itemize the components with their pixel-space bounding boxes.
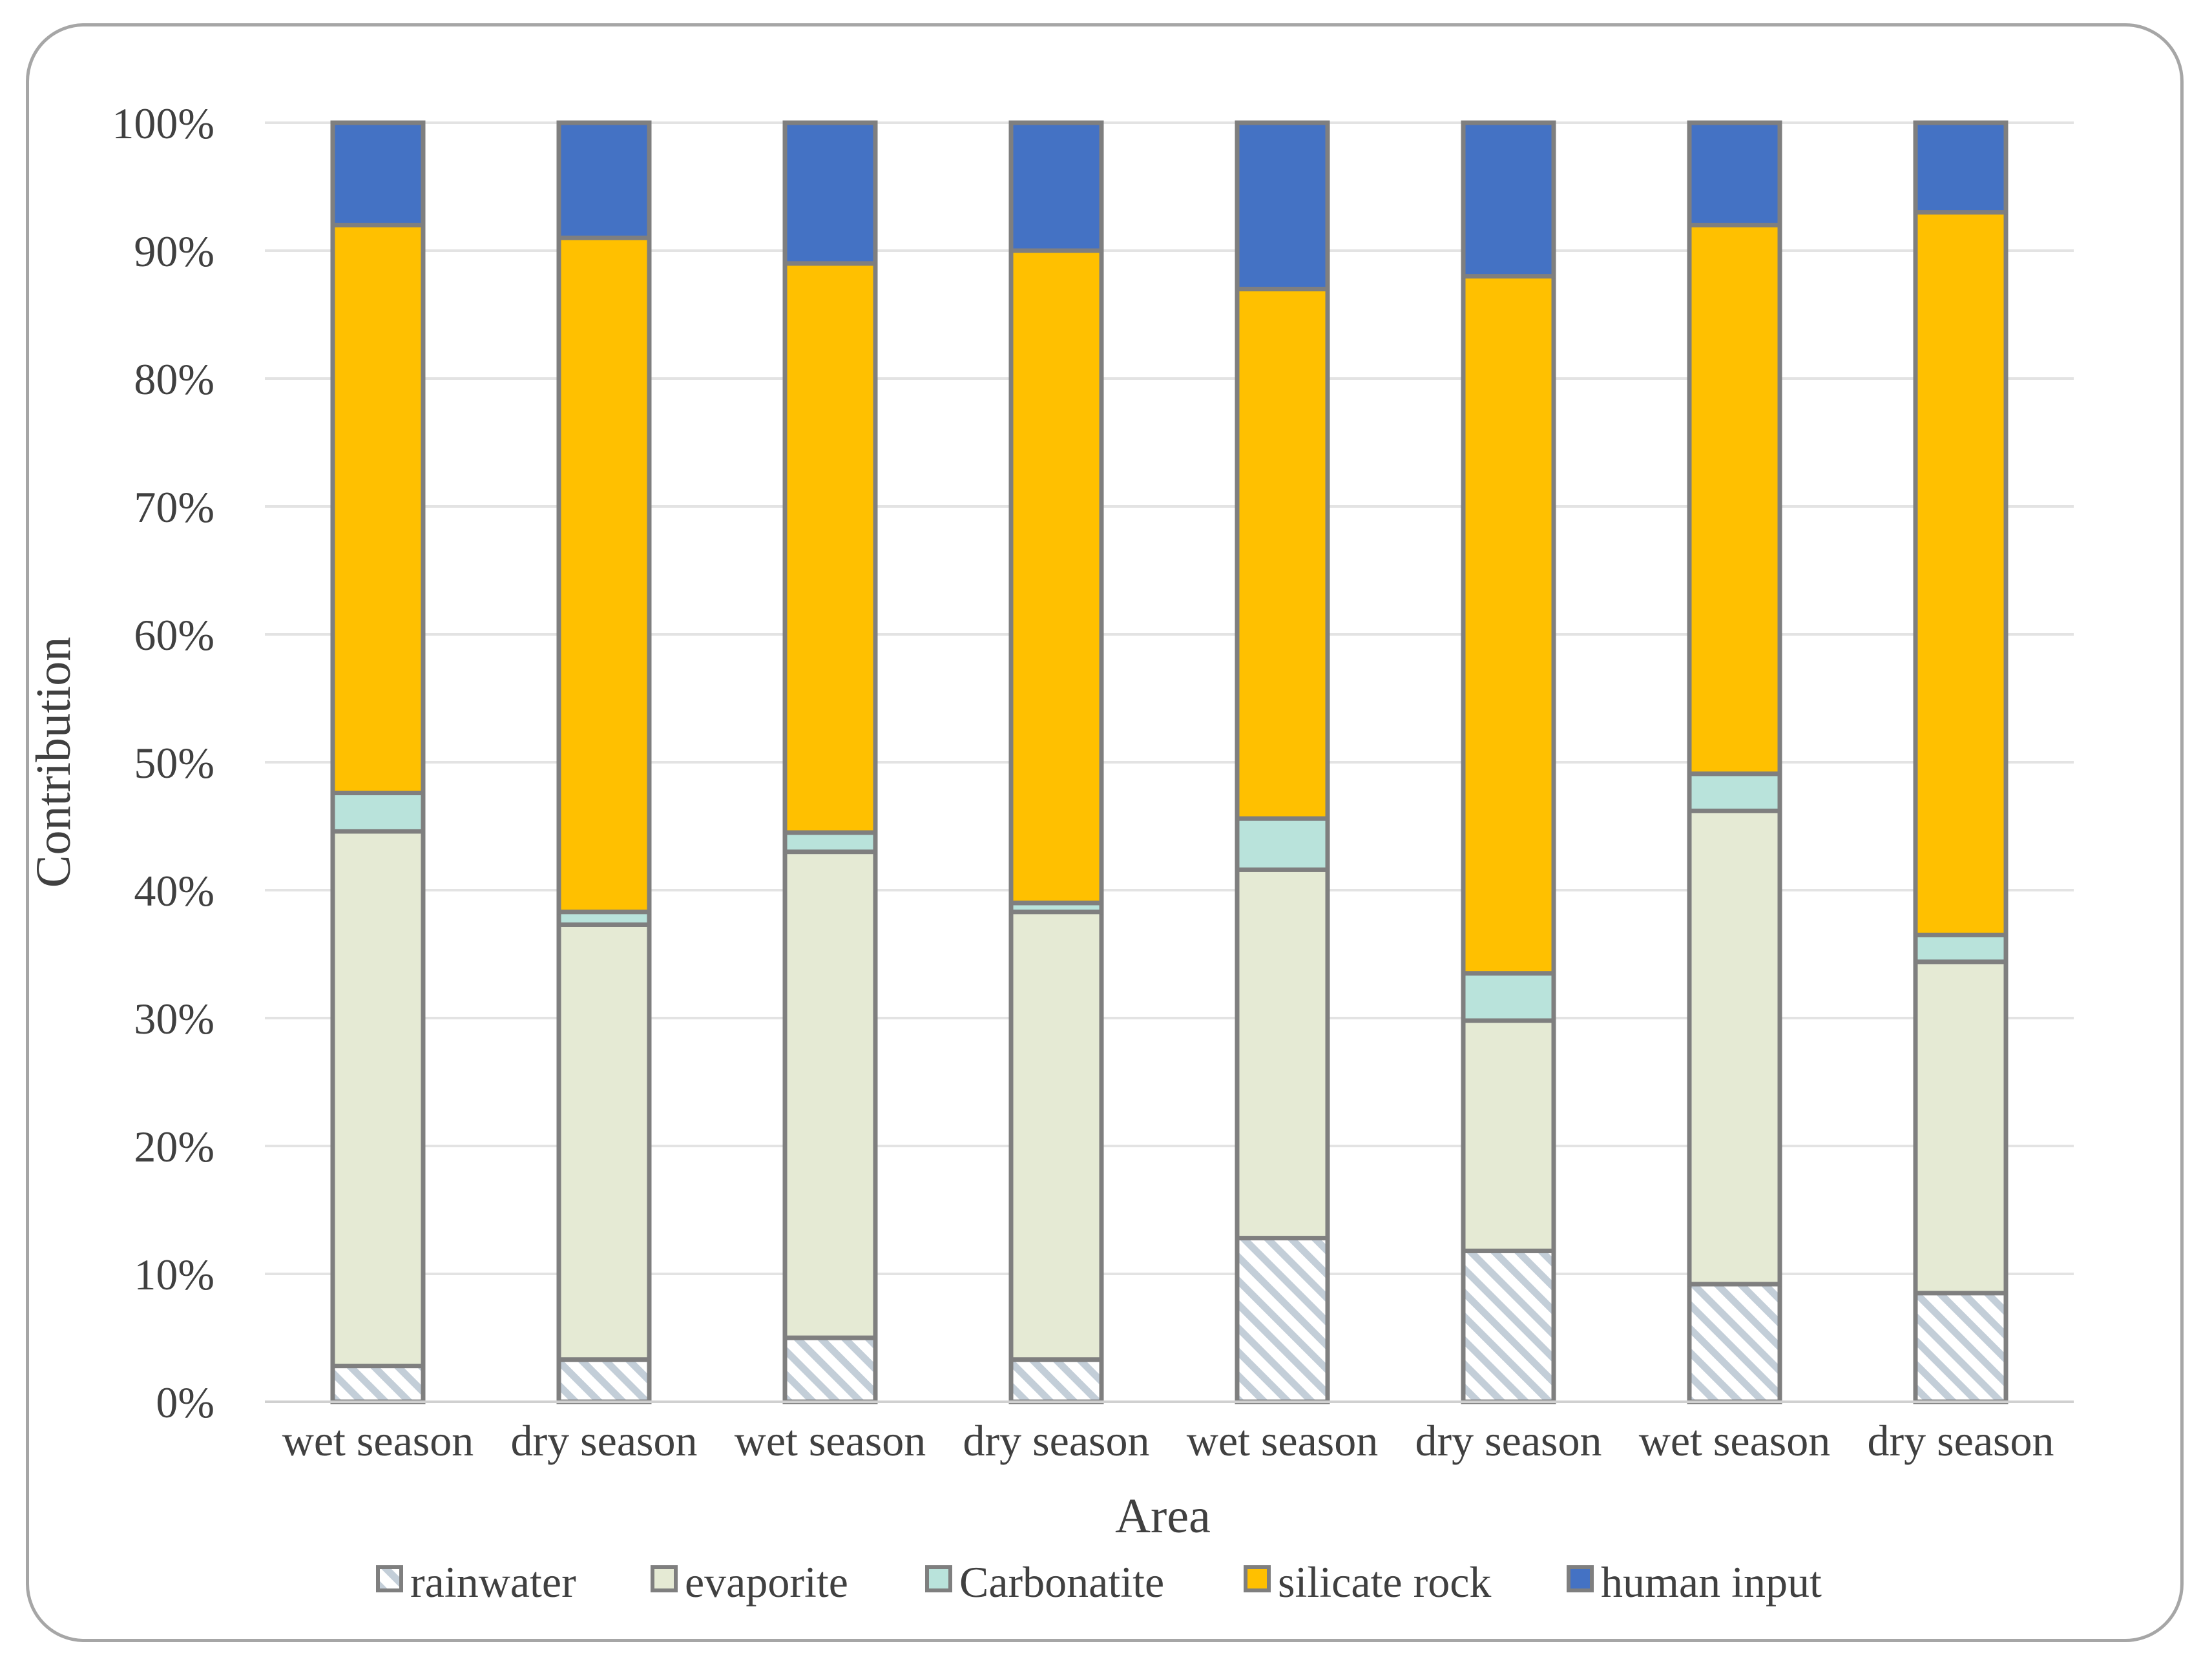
bar-segment-carbonatite [1687, 771, 1782, 813]
y-tick-label: 60% [134, 610, 214, 660]
y-tick-label: 10% [134, 1250, 214, 1299]
bar-segment-evaporite [1461, 1018, 1556, 1253]
bar-segment-silicate-rock [1235, 286, 1330, 821]
bar-segment-silicate-rock [1461, 274, 1556, 976]
x-tick-label: wet season [735, 1416, 926, 1465]
bar-segment-rainwater [1687, 1282, 1782, 1404]
y-tick-label: 70% [134, 483, 214, 532]
bar-segment-rainwater [1461, 1248, 1556, 1404]
bar-segment-silicate-rock [1687, 222, 1782, 776]
bar-segment-human-input [782, 120, 878, 266]
bar-segment-evaporite [1913, 959, 2009, 1296]
legend: rainwater evaporite Carbonatite silicate ro… [376, 1557, 1822, 1607]
bar-segment-carbonatite [1461, 971, 1556, 1023]
bar-segment-silicate-rock [1008, 248, 1104, 906]
bars [330, 120, 2009, 1404]
legend-label: human input [1601, 1557, 1822, 1607]
bar-stack [1687, 120, 1782, 1404]
legend-item: human input [1567, 1557, 1822, 1607]
bar-stack [1913, 120, 2009, 1404]
x-tick-label: wet season [282, 1416, 474, 1465]
legend-swatch [1567, 1565, 1594, 1592]
bar-segment-carbonatite [330, 791, 426, 834]
legend-item: silicate rock [1244, 1557, 1491, 1607]
bar-segment-rainwater [1235, 1236, 1330, 1404]
y-tick-label: 90% [134, 227, 214, 276]
bar-stack [556, 120, 652, 1404]
y-axis-label: Contribution [26, 637, 81, 888]
legend-label: silicate rock [1278, 1557, 1491, 1607]
legend-item: Carbonatite [925, 1557, 1164, 1607]
x-tick-label: wet season [1639, 1416, 1830, 1465]
bar-segment-carbonatite [1235, 816, 1330, 872]
legend-label: Carbonatite [959, 1557, 1164, 1607]
x-tick-label: dry season [963, 1416, 1150, 1465]
bar-stack [1008, 120, 1104, 1404]
x-tick-label: dry season [1868, 1416, 2054, 1465]
bar-stack [1461, 120, 1556, 1404]
bar-segment-silicate-rock [330, 222, 426, 796]
bar-segment-silicate-rock [782, 261, 878, 835]
bar-segment-rainwater [1913, 1291, 2009, 1404]
x-tick-label: wet season [1187, 1416, 1378, 1465]
y-tick-label: 0% [156, 1378, 214, 1427]
bar-segment-human-input [1235, 120, 1330, 291]
y-tick-label: 20% [134, 1122, 214, 1171]
x-axis-label: Area [1115, 1489, 1211, 1543]
bar-segment-silicate-rock [1913, 210, 2009, 937]
bar-segment-human-input [556, 120, 652, 240]
x-tick-label: dry season [1415, 1416, 1602, 1465]
bar-segment-rainwater [1008, 1357, 1104, 1404]
legend-label: rainwater [410, 1557, 576, 1607]
y-tick-label: 40% [134, 866, 214, 915]
bar-segment-human-input [330, 120, 426, 227]
bar-segment-carbonatite [1913, 932, 2009, 964]
y-tick-label: 100% [112, 99, 214, 148]
bar-segment-human-input [1687, 120, 1782, 227]
bar-segment-rainwater [330, 1364, 426, 1404]
legend-swatch [1244, 1565, 1271, 1592]
bar-segment-human-input [1461, 120, 1556, 279]
bar-stack [330, 120, 426, 1404]
y-tick-label: 80% [134, 355, 214, 404]
bar-segment-evaporite [330, 829, 426, 1369]
legend-label: evaporite [685, 1557, 848, 1607]
gridlines [265, 121, 2074, 1275]
bar-stack [782, 120, 878, 1404]
bar-stack [1235, 120, 1330, 1404]
legend-swatch [925, 1565, 952, 1592]
x-axis-tick-labels: wet season dry season wet season dry season… [282, 1416, 2054, 1465]
bar-segment-rainwater [782, 1335, 878, 1404]
y-axis-tick-labels: 0% 10% 20% 30% 40% 50% 60% 70% 80% 90% 100% [112, 99, 214, 1427]
legend-item: rainwater [376, 1557, 576, 1607]
bar-segment-silicate-rock [556, 235, 652, 915]
bar-segment-rainwater [556, 1357, 652, 1404]
y-tick-label: 30% [134, 994, 214, 1043]
bar-segment-evaporite [1235, 867, 1330, 1241]
bar-segment-evaporite [1687, 808, 1782, 1287]
bar-segment-human-input [1913, 120, 2009, 215]
legend-swatch [651, 1565, 678, 1592]
bar-segment-evaporite [556, 922, 652, 1362]
bar-segment-human-input [1008, 120, 1104, 253]
bar-segment-carbonatite [782, 830, 878, 855]
y-tick-label: 50% [134, 738, 214, 787]
legend-swatch [376, 1565, 403, 1592]
x-tick-label: dry season [511, 1416, 698, 1465]
bar-segment-evaporite [1008, 910, 1104, 1362]
legend-item: evaporite [651, 1557, 848, 1607]
bar-segment-evaporite [782, 849, 878, 1340]
